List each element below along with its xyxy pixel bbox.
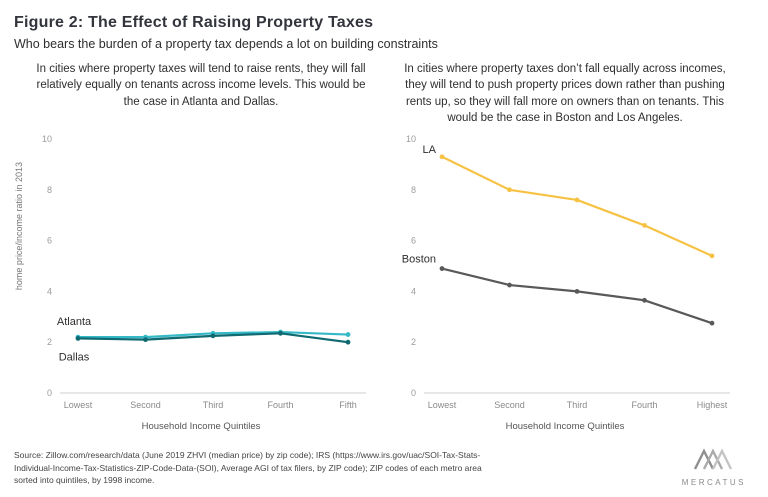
- svg-text:0: 0: [411, 388, 416, 398]
- svg-text:Second: Second: [494, 400, 525, 410]
- svg-text:LA: LA: [423, 144, 437, 156]
- svg-text:6: 6: [411, 236, 416, 246]
- left-chart-description: In cities where property taxes will tend…: [36, 63, 366, 108]
- svg-text:2: 2: [47, 337, 52, 347]
- left-x-axis-label: Household Income Quintiles: [141, 421, 261, 432]
- right-chart-panel: In cities where property taxes don’t fal…: [388, 61, 742, 432]
- svg-text:Second: Second: [130, 400, 161, 410]
- svg-text:2: 2: [411, 337, 416, 347]
- svg-text:8: 8: [47, 185, 52, 195]
- source-note: Source: Zillow.com/research/data (June 2…: [14, 449, 482, 486]
- figure-footer: Source: Zillow.com/research/data (June 2…: [14, 447, 750, 487]
- svg-text:Lowest: Lowest: [428, 400, 457, 410]
- svg-text:0: 0: [47, 388, 52, 398]
- y-axis-label: home price/income ratio in 2013: [14, 162, 24, 291]
- svg-text:Lowest: Lowest: [64, 400, 93, 410]
- left-chart-panel: In cities where property taxes will tend…: [24, 61, 378, 432]
- logo-text: MERCATUS: [681, 478, 746, 487]
- right-chart-description: In cities where property taxes don’t fal…: [404, 63, 726, 124]
- svg-text:Third: Third: [203, 400, 224, 410]
- svg-text:Highest: Highest: [697, 400, 728, 410]
- svg-text:4: 4: [411, 286, 416, 296]
- charts-row: home price/income ratio in 2013 In citie…: [14, 61, 750, 432]
- svg-text:4: 4: [47, 286, 52, 296]
- svg-text:Fifth: Fifth: [339, 400, 357, 410]
- svg-text:Atlanta: Atlanta: [57, 316, 92, 328]
- svg-text:Third: Third: [567, 400, 588, 410]
- mercatus-m-icon: [693, 447, 735, 476]
- right-x-axis-label: Household Income Quintiles: [505, 421, 625, 432]
- right-chart-canvas: 0 2 4 6 8 10 Lowest Second Third Fourth Highest LA B…: [388, 129, 742, 419]
- svg-text:8: 8: [411, 185, 416, 195]
- figure-header: Figure 2: The Effect of Raising Property…: [14, 14, 750, 51]
- svg-text:Fourth: Fourth: [631, 400, 657, 410]
- mercatus-logo: MERCATUS: [682, 447, 750, 487]
- svg-text:6: 6: [47, 236, 52, 246]
- svg-text:10: 10: [406, 134, 416, 144]
- svg-text:Dallas: Dallas: [59, 351, 90, 363]
- svg-text:Fourth: Fourth: [267, 400, 293, 410]
- svg-text:10: 10: [42, 134, 52, 144]
- svg-text:Boston: Boston: [402, 254, 436, 266]
- figure-subtitle: Who bears the burden of a property tax d…: [14, 37, 438, 51]
- figure-title: Figure 2: The Effect of Raising Property…: [14, 14, 374, 31]
- left-chart-canvas: 0 2 4 6 8 10 Lowest Second Third Fourth Fifth Atlan…: [24, 129, 378, 419]
